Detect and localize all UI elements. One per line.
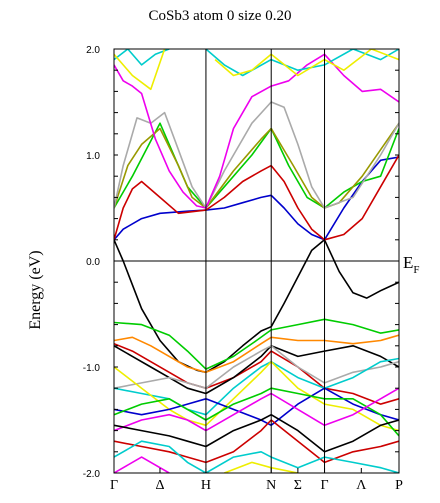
band-line bbox=[324, 122, 399, 209]
band-line bbox=[324, 154, 399, 241]
band-line bbox=[114, 336, 207, 374]
band-line bbox=[205, 345, 272, 389]
band-line bbox=[270, 387, 399, 427]
band-line bbox=[324, 122, 399, 209]
band-line bbox=[270, 345, 399, 384]
band-line bbox=[270, 194, 325, 241]
band-line bbox=[205, 329, 272, 370]
band-line bbox=[205, 413, 272, 448]
y-tick-label: 1.0 bbox=[86, 151, 100, 162]
band-line bbox=[270, 344, 399, 368]
band-line bbox=[323, 239, 399, 299]
band-line bbox=[323, 128, 399, 209]
band-line bbox=[205, 85, 272, 209]
band-line bbox=[270, 456, 399, 473]
y-tick-label: 2.0 bbox=[86, 45, 100, 56]
band-line bbox=[270, 165, 326, 241]
x-tick-label: N bbox=[266, 478, 276, 493]
band-line bbox=[205, 350, 272, 389]
band-line bbox=[270, 128, 325, 209]
band-line bbox=[205, 101, 272, 209]
band-line bbox=[270, 357, 399, 390]
band-line bbox=[214, 53, 272, 77]
band-line bbox=[270, 239, 326, 328]
band-line bbox=[114, 49, 166, 91]
band-line bbox=[270, 49, 399, 77]
y-tick-label: -2.0 bbox=[83, 469, 101, 480]
band-line bbox=[114, 440, 207, 473]
band-line bbox=[205, 419, 272, 464]
y-tick-labels: 2.0 1.0 0.0 -1.0 -2.0 bbox=[83, 45, 101, 480]
band-line bbox=[205, 336, 272, 374]
band-line bbox=[205, 49, 272, 77]
fermi-level-label: EF bbox=[403, 253, 420, 276]
band-line bbox=[114, 209, 206, 241]
x-tick-label: Σ bbox=[294, 478, 302, 493]
band-line bbox=[114, 49, 170, 66]
band-line bbox=[114, 64, 207, 209]
band-line bbox=[114, 122, 207, 209]
x-tick-label: Λ bbox=[356, 478, 367, 493]
x-tick-label: Δ bbox=[155, 478, 164, 493]
band-line bbox=[114, 127, 207, 209]
band-line bbox=[270, 350, 399, 405]
band-line bbox=[114, 239, 207, 374]
band-line bbox=[205, 127, 272, 209]
band-line bbox=[270, 101, 326, 209]
band-line bbox=[114, 180, 206, 241]
x-tick-label: Γ bbox=[110, 478, 118, 493]
band-line bbox=[271, 334, 399, 345]
band-line bbox=[205, 128, 272, 209]
band-line bbox=[271, 318, 399, 334]
band-line bbox=[270, 414, 399, 453]
x-tick-label: Γ bbox=[320, 478, 328, 493]
band-line bbox=[270, 49, 399, 71]
chart-title: CoSb3 atom 0 size 0.20 bbox=[149, 8, 292, 24]
plot-frame bbox=[113, 48, 400, 474]
band-lines bbox=[114, 49, 399, 473]
band-line bbox=[114, 111, 207, 209]
band-line bbox=[114, 456, 170, 473]
band-line bbox=[205, 398, 272, 427]
band-line bbox=[323, 53, 399, 103]
band-line bbox=[205, 194, 272, 211]
y-tick-label: -1.0 bbox=[83, 363, 101, 374]
band-line bbox=[205, 360, 272, 416]
band-line bbox=[205, 164, 272, 211]
band-line bbox=[205, 392, 272, 432]
band-line bbox=[270, 361, 399, 432]
band-line bbox=[114, 376, 207, 389]
y-tick-label: 0.0 bbox=[86, 257, 100, 268]
band-line bbox=[205, 450, 272, 473]
x-tick-label: H bbox=[201, 478, 211, 493]
y-axis-label: Energy (eV) bbox=[27, 250, 44, 329]
band-line bbox=[114, 321, 207, 370]
band-line bbox=[205, 345, 272, 395]
band-line bbox=[270, 128, 326, 209]
band-line bbox=[114, 398, 207, 416]
band-line bbox=[205, 325, 272, 373]
band-line bbox=[270, 53, 325, 87]
band-line bbox=[114, 413, 207, 432]
band-line bbox=[270, 419, 399, 464]
x-tick-label: P bbox=[395, 478, 403, 493]
band-line bbox=[114, 397, 207, 421]
band-line bbox=[114, 345, 207, 395]
band-line bbox=[114, 440, 207, 464]
band-line bbox=[224, 461, 299, 473]
band-line bbox=[114, 424, 207, 448]
band-line bbox=[271, 387, 399, 437]
band-line bbox=[205, 387, 272, 421]
